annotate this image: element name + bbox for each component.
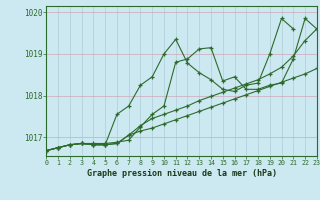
X-axis label: Graphe pression niveau de la mer (hPa): Graphe pression niveau de la mer (hPa): [87, 169, 276, 178]
